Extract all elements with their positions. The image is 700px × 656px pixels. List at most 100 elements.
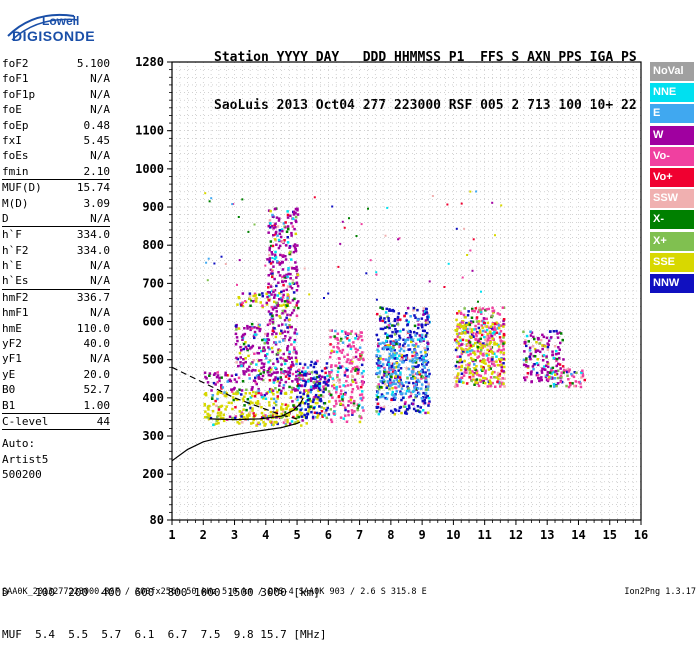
echo-point <box>403 402 407 405</box>
echo-point <box>386 345 389 349</box>
echo-point <box>407 395 411 399</box>
echo-point <box>290 258 293 261</box>
echo-point <box>501 383 504 386</box>
echo-point <box>237 364 240 368</box>
echo-point <box>487 307 490 311</box>
echo-point <box>292 291 296 294</box>
echo-point <box>332 350 336 353</box>
echo-point <box>286 275 289 279</box>
echo-point <box>399 405 403 409</box>
echo-point <box>238 410 242 413</box>
echo-point <box>326 384 330 387</box>
echo-point <box>454 385 457 388</box>
param-row: foEs N/A <box>2 148 110 163</box>
echo-point <box>266 342 270 345</box>
echo-point <box>390 335 393 338</box>
echo-point <box>538 379 541 383</box>
echo-point <box>525 344 528 348</box>
echo-point <box>550 377 554 380</box>
echo-point <box>289 368 292 371</box>
echo-point <box>341 399 345 402</box>
echo-point <box>242 408 245 411</box>
echo-point <box>276 260 279 263</box>
echo-point <box>379 379 382 383</box>
echo-point <box>270 388 273 391</box>
echo-point <box>236 283 238 286</box>
echo-point <box>277 246 281 250</box>
echo-point <box>482 320 485 323</box>
echo-point <box>407 381 411 385</box>
echo-point <box>271 273 274 276</box>
echo-point <box>250 299 253 302</box>
echo-point <box>405 354 409 357</box>
echo-point <box>224 373 227 377</box>
echo-point <box>475 190 478 193</box>
echo-point <box>407 387 410 390</box>
y-tick-label: 1280 <box>135 55 164 69</box>
echo-point <box>354 369 357 372</box>
echo-point <box>474 368 477 371</box>
echo-point <box>387 317 390 320</box>
echo-point <box>477 355 481 358</box>
param-value: N/A <box>90 306 110 320</box>
echo-point <box>499 377 503 381</box>
echo-point <box>270 293 273 296</box>
echo-point <box>329 365 333 369</box>
echo-point <box>269 226 272 229</box>
echo-point <box>377 338 380 341</box>
echo-point <box>236 390 239 393</box>
echo-point <box>420 377 423 380</box>
echo-point <box>427 314 430 317</box>
echo-point <box>474 307 478 310</box>
echo-point <box>421 323 424 327</box>
echo-point <box>500 358 503 361</box>
echo-point <box>295 407 299 411</box>
echo-point <box>275 371 278 374</box>
echo-point <box>287 227 290 231</box>
echo-point <box>340 337 343 341</box>
echo-point <box>281 415 284 418</box>
echo-point <box>289 301 292 304</box>
echo-point <box>287 268 290 272</box>
echo-point <box>351 360 354 364</box>
echo-point <box>281 403 284 406</box>
echo-point <box>425 321 428 324</box>
echo-point <box>220 376 223 379</box>
echo-point <box>480 312 483 315</box>
echo-point <box>282 339 285 342</box>
echo-point <box>362 409 365 412</box>
echo-point <box>474 381 477 384</box>
logo-text-digisonde: DIGISONDE <box>12 28 96 44</box>
echo-point <box>299 408 302 412</box>
echo-point <box>310 360 313 364</box>
echo-point <box>390 383 394 386</box>
echo-point <box>555 352 558 356</box>
echo-point <box>393 382 396 385</box>
echo-point <box>491 327 494 331</box>
param-row: MUF(D) 15.74 <box>2 180 110 195</box>
echo-point <box>394 366 397 369</box>
echo-point <box>457 310 461 313</box>
echo-point <box>388 344 391 347</box>
echo-point <box>272 371 276 374</box>
echo-point <box>288 282 292 286</box>
digisonde-logo: Lowell DIGISONDE <box>4 6 100 44</box>
echo-point <box>416 409 420 412</box>
echo-point <box>464 368 467 371</box>
echo-point <box>466 350 469 354</box>
echo-point <box>264 332 267 336</box>
echo-point <box>243 404 246 407</box>
echo-point <box>265 392 268 395</box>
echo-point <box>260 395 264 399</box>
echo-point <box>410 359 414 363</box>
echo-point <box>393 357 396 360</box>
echo-point <box>247 369 250 372</box>
echo-point <box>276 225 280 228</box>
echo-point <box>258 402 261 406</box>
echo-point <box>361 351 364 354</box>
echo-point <box>455 318 458 322</box>
x-tick-label: 10 <box>446 528 460 542</box>
echo-point <box>275 301 278 305</box>
echo-point <box>291 279 295 282</box>
echo-point <box>533 363 536 366</box>
